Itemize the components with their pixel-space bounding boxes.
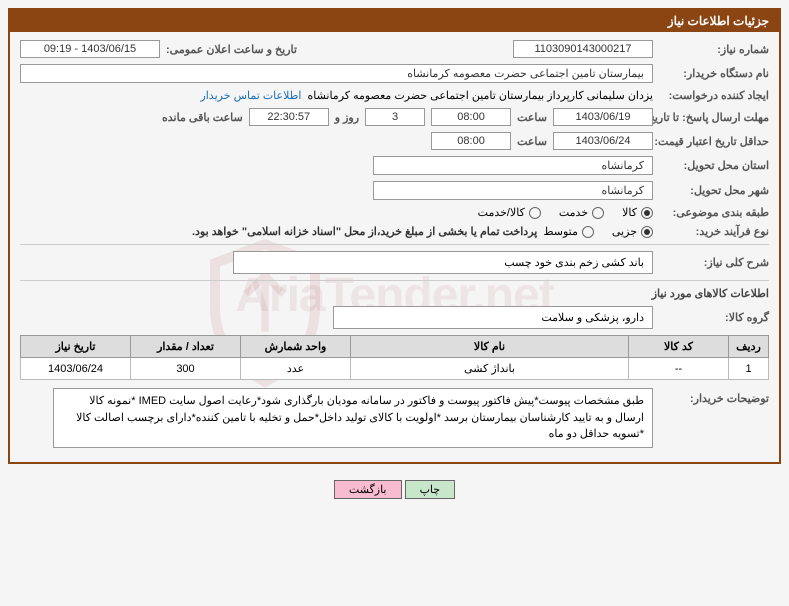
radio-goods[interactable] bbox=[641, 207, 653, 219]
print-button[interactable]: چاپ bbox=[405, 480, 456, 499]
cell-unit: عدد bbox=[241, 358, 351, 380]
deadline-remain-label: ساعت باقی مانده bbox=[162, 111, 243, 124]
buyer-org-value: بیمارستان تامین اجتماعی حضرت معصومه کرما… bbox=[20, 64, 653, 83]
category-label: طبقه بندی موضوعی: bbox=[659, 206, 769, 219]
main-panel: جزئیات اطلاعات نیاز شماره نیاز: 11030901… bbox=[8, 8, 781, 464]
deadline-remain: 22:30:57 bbox=[249, 108, 329, 126]
items-section-title: اطلاعات کالاهای مورد نیاز bbox=[20, 287, 769, 300]
th-code: کد کالا bbox=[629, 336, 729, 358]
button-row: چاپ بازگشت bbox=[0, 472, 789, 507]
group-value: دارو، پزشکی و سلامت bbox=[333, 306, 653, 329]
announce-label: تاریخ و ساعت اعلان عمومی: bbox=[166, 43, 297, 56]
payment-note: پرداخت تمام یا بخشی از مبلغ خرید،از محل … bbox=[192, 225, 537, 238]
back-button[interactable]: بازگشت bbox=[334, 480, 402, 499]
deadline-time-label: ساعت bbox=[517, 111, 547, 124]
radio-medium[interactable] bbox=[582, 226, 594, 238]
th-unit: واحد شمارش bbox=[241, 336, 351, 358]
cell-code: -- bbox=[629, 358, 729, 380]
summary-value: باند کشی زخم بندی خود چسب bbox=[233, 251, 653, 274]
validity-date: 1403/06/24 bbox=[553, 132, 653, 150]
contact-buyer-link[interactable]: اطلاعات تماس خریدار bbox=[200, 89, 301, 102]
buyer-notes-label: توضیحات خریدار: bbox=[659, 388, 769, 405]
validity-time-label: ساعت bbox=[517, 135, 547, 148]
deadline-label: مهلت ارسال پاسخ: تا تاریخ: bbox=[659, 111, 769, 124]
th-date: تاریخ نیاز bbox=[21, 336, 131, 358]
radio-small-label: جزیی bbox=[612, 225, 637, 238]
need-number-label: شماره نیاز: bbox=[659, 43, 769, 56]
radio-both[interactable] bbox=[529, 207, 541, 219]
th-name: نام کالا bbox=[351, 336, 629, 358]
summary-label: شرح کلی نیاز: bbox=[659, 256, 769, 269]
radio-service-label: خدمت bbox=[559, 206, 588, 219]
deadline-date: 1403/06/19 bbox=[553, 108, 653, 126]
th-qty: تعداد / مقدار bbox=[131, 336, 241, 358]
process-label: نوع فرآیند خرید: bbox=[659, 225, 769, 238]
validity-label: حداقل تاریخ اعتبار قیمت: تا تاریخ: bbox=[659, 135, 769, 148]
cell-row: 1 bbox=[729, 358, 769, 380]
city-value: کرمانشاه bbox=[373, 181, 653, 200]
buyer-notes-value: طبق مشخصات پیوست*پیش فاکتور پیوست و فاکت… bbox=[53, 388, 653, 448]
deadline-days: 3 bbox=[365, 108, 425, 126]
separator-2 bbox=[20, 280, 769, 281]
need-number-value: 1103090143000217 bbox=[513, 40, 653, 58]
th-row: ردیف bbox=[729, 336, 769, 358]
table-row: 1 -- بانداژ کشی عدد 300 1403/06/24 bbox=[21, 358, 769, 380]
cell-qty: 300 bbox=[131, 358, 241, 380]
city-label: شهر محل تحویل: bbox=[659, 184, 769, 197]
group-label: گروه کالا: bbox=[659, 311, 769, 324]
deadline-time: 08:00 bbox=[431, 108, 511, 126]
requester-value: یزدان سلیمانی کارپرداز بیمارستان تامین ا… bbox=[307, 89, 653, 102]
province-label: استان محل تحویل: bbox=[659, 159, 769, 172]
cell-name: بانداژ کشی bbox=[351, 358, 629, 380]
province-value: کرمانشاه bbox=[373, 156, 653, 175]
radio-service[interactable] bbox=[592, 207, 604, 219]
radio-both-label: کالا/خدمت bbox=[478, 206, 525, 219]
cell-date: 1403/06/24 bbox=[21, 358, 131, 380]
items-table: ردیف کد کالا نام کالا واحد شمارش تعداد /… bbox=[20, 335, 769, 380]
separator-1 bbox=[20, 244, 769, 245]
requester-label: ایجاد کننده درخواست: bbox=[659, 89, 769, 102]
radio-small[interactable] bbox=[641, 226, 653, 238]
panel-content: شماره نیاز: 1103090143000217 تاریخ و ساع… bbox=[10, 32, 779, 462]
radio-medium-label: متوسط bbox=[543, 225, 578, 238]
panel-header: جزئیات اطلاعات نیاز bbox=[10, 10, 779, 32]
radio-goods-label: کالا bbox=[622, 206, 637, 219]
announce-value: 1403/06/15 - 09:19 bbox=[20, 40, 160, 58]
validity-time: 08:00 bbox=[431, 132, 511, 150]
deadline-days-label: روز و bbox=[335, 111, 359, 124]
buyer-org-label: نام دستگاه خریدار: bbox=[659, 67, 769, 80]
